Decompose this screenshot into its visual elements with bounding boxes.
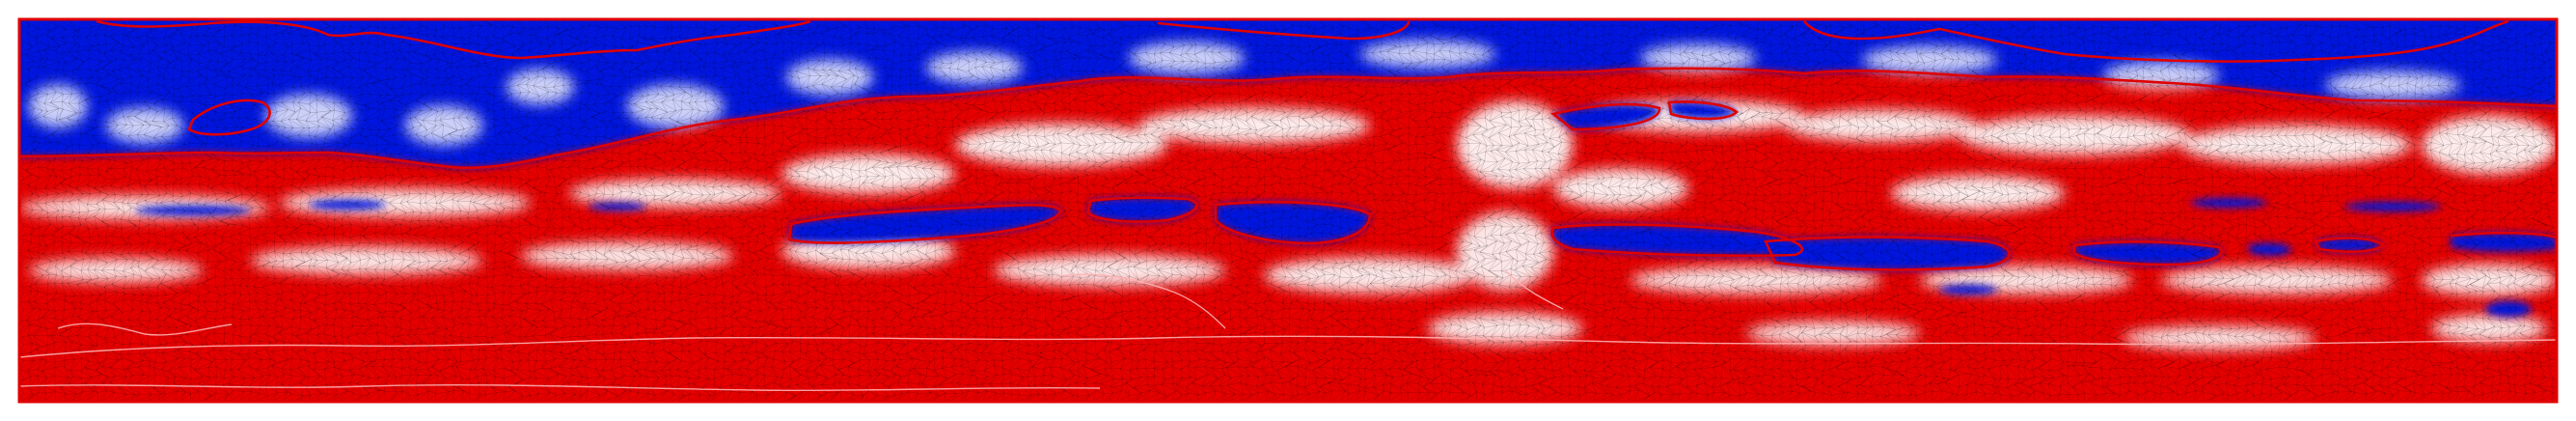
domain-border <box>17 17 2559 404</box>
field-domain <box>19 19 2557 402</box>
contour-lines <box>19 19 2557 271</box>
top-band-noise <box>29 41 2460 145</box>
blue-inclusions <box>135 101 2557 317</box>
mesh-edges <box>19 19 2557 402</box>
faint-contours <box>19 269 2557 392</box>
triangle-mesh <box>19 19 2557 402</box>
white-band-upper <box>19 100 2557 219</box>
